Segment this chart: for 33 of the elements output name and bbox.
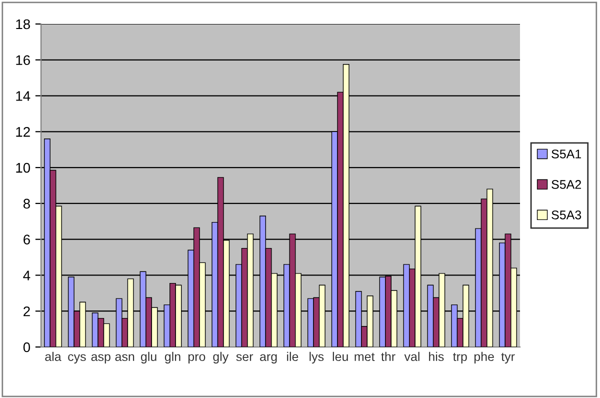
x-tick-label: val <box>404 352 420 362</box>
y-tick-label: 6 <box>24 234 30 245</box>
y-tick-label: 16 <box>16 55 30 66</box>
x-tick-label: glu <box>140 352 156 364</box>
x-tick-label: ala <box>45 352 62 362</box>
y-tick-label: 10 <box>16 162 30 173</box>
legend-label: S5A3 <box>552 210 582 220</box>
y-tick-label: 0 <box>23 342 30 352</box>
x-tick-label: thr <box>381 352 396 362</box>
y-tick-label: 18 <box>16 19 30 30</box>
x-tick-label: asn <box>115 354 134 362</box>
y-tick-label: 4 <box>23 270 30 280</box>
x-tick-label: asp <box>91 354 110 364</box>
x-tick-label: gly <box>213 352 229 364</box>
x-tick-label: tyr <box>501 352 515 364</box>
x-tick-label: lys <box>310 352 324 364</box>
x-tick-label: his <box>429 352 444 362</box>
x-tick-label: ser <box>236 354 254 362</box>
legend-label: S5A2 <box>552 180 581 189</box>
x-tick-label: leu <box>332 352 348 362</box>
x-tick-label: gln <box>164 352 180 364</box>
y-tick-label: 14 <box>16 91 30 101</box>
x-tick-label: trp <box>453 352 467 364</box>
legend-label: S5A1 <box>552 150 582 158</box>
y-tick-label: 2 <box>24 306 30 316</box>
x-tick-label: phe <box>474 352 494 364</box>
x-tick-label: pro <box>188 354 206 364</box>
x-tick-label: met <box>354 352 375 362</box>
x-tick-label: ile <box>287 352 298 362</box>
x-tick-label: arg <box>260 354 277 364</box>
x-tick-label: cys <box>68 354 86 364</box>
y-tick-label: 8 <box>23 198 30 209</box>
y-tick-label: 12 <box>16 127 30 137</box>
